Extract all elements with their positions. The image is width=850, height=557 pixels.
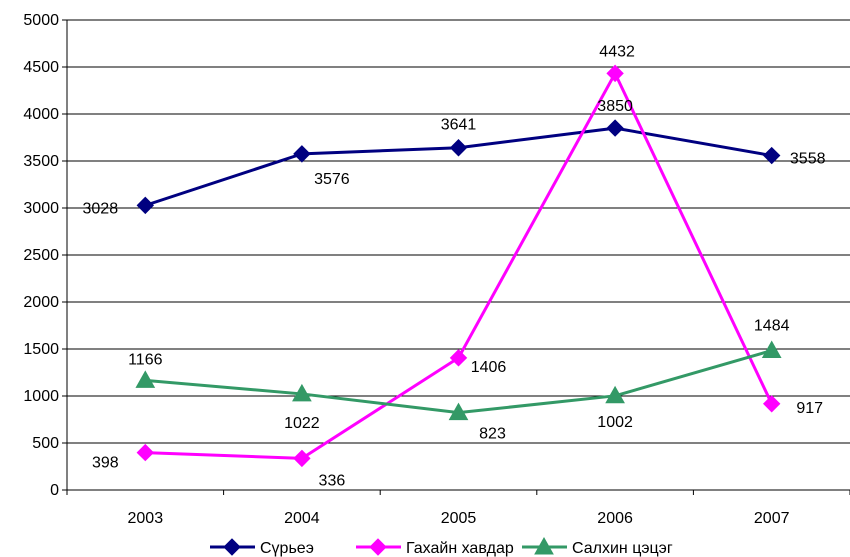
- legend-label: Гахайн хавдар: [406, 540, 514, 557]
- data-point-marker: [762, 395, 781, 413]
- data-label: 4432: [599, 43, 635, 60]
- y-tick-label: 2500: [23, 247, 59, 264]
- y-tick-label: 4500: [23, 59, 59, 76]
- data-point-marker: [606, 64, 624, 83]
- series-group: [135, 64, 782, 468]
- y-tick-label: 4000: [23, 106, 59, 123]
- data-point-marker: [293, 145, 311, 163]
- axes: 0 500 1000 1500 2000 2500 3000 3500 4000 4500 5000…: [23, 12, 850, 527]
- data-label: 1022: [284, 415, 320, 432]
- data-label: 3641: [441, 117, 477, 134]
- data-label: 398: [92, 455, 119, 472]
- data-label: 3558: [790, 151, 826, 168]
- x-tick-label: 2005: [441, 510, 477, 527]
- gridlines: [67, 19, 850, 444]
- y-tick-label: 1000: [23, 388, 59, 405]
- data-point-marker: [761, 340, 782, 359]
- y-tick-label: 3500: [23, 153, 59, 170]
- data-label: 1166: [128, 351, 163, 368]
- data-point-marker: [136, 443, 155, 462]
- data-labels: 3028 3576 3641 3850 3558 398 336 1406 4432 917 116…: [83, 43, 826, 489]
- legend-marker: [369, 538, 387, 556]
- data-label: 3576: [314, 171, 350, 188]
- x-tick-label: 2004: [284, 510, 320, 527]
- y-tick-label: 500: [32, 435, 59, 452]
- data-label: 917: [796, 400, 823, 417]
- legend-marker: [534, 536, 554, 555]
- data-label: 3028: [83, 200, 119, 217]
- x-tick-label: 2003: [128, 510, 164, 527]
- data-point-marker: [605, 385, 625, 404]
- data-point-marker: [449, 139, 468, 157]
- data-point-marker: [449, 349, 468, 367]
- y-tick-label: 5000: [23, 12, 59, 29]
- data-label: 823: [479, 426, 506, 443]
- data-label: 1484: [754, 318, 790, 335]
- legend-label: Салхин цэцэг: [572, 540, 673, 557]
- data-point-marker: [762, 146, 781, 165]
- data-label: 3850: [597, 98, 633, 115]
- x-tick-label: 2007: [754, 510, 790, 527]
- data-point-marker: [135, 370, 156, 388]
- data-point-marker: [293, 449, 311, 468]
- data-point-marker: [606, 119, 624, 137]
- y-tick-label: 1500: [23, 341, 59, 358]
- y-tick-label: 0: [50, 482, 59, 499]
- data-label: 1002: [597, 414, 633, 431]
- y-tick-label: 2000: [23, 294, 59, 311]
- data-point-marker: [136, 196, 155, 215]
- data-point-marker: [292, 383, 312, 402]
- data-label: 336: [319, 472, 346, 489]
- legend-marker: [223, 538, 241, 556]
- y-tick-label: 3000: [23, 200, 59, 217]
- legend: Сүрьеэ Гахайн хавдар Салхин цэцэг: [210, 536, 673, 557]
- data-label: 1406: [471, 359, 507, 376]
- x-tick-label: 2006: [597, 510, 633, 527]
- data-point-marker: [448, 402, 469, 421]
- legend-label: Сүрьеэ: [260, 540, 314, 557]
